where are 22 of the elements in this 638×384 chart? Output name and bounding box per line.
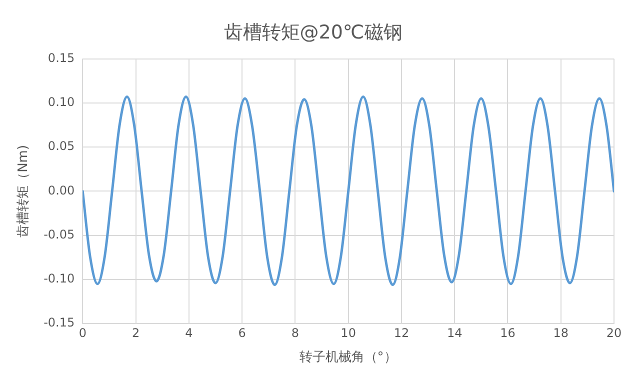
x-tick-label: 2 <box>132 326 140 340</box>
line-series <box>82 96 614 286</box>
x-tick-label: 14 <box>446 326 462 340</box>
y-axis-title: 齿槽转矩（Nm) <box>16 144 32 238</box>
x-tick-label: 20 <box>606 326 622 340</box>
x-tick-label: 0 <box>78 326 86 340</box>
y-tick-label: -0.10 <box>44 272 75 286</box>
y-tick-label: 0.00 <box>48 183 75 198</box>
x-tick-label: 6 <box>238 326 246 340</box>
chart-title: 齿槽转矩@20℃磁钢 <box>224 21 402 44</box>
x-tick-label: 18 <box>553 326 569 340</box>
x-tick-label: 4 <box>185 326 193 340</box>
y-tick-label: 0.15 <box>48 50 75 65</box>
y-tick-label: -0.15 <box>44 316 75 330</box>
x-tick-label: 16 <box>500 326 516 340</box>
x-axis-title: 转子机械角（°） <box>298 349 398 366</box>
y-tick-label: 0.10 <box>48 95 75 110</box>
x-tick-label: 8 <box>291 326 300 340</box>
y-tick-label: 0.05 <box>48 139 75 154</box>
y-tick-label: -0.05 <box>44 227 75 242</box>
x-tick-label: 10 <box>340 326 356 340</box>
x-tick-label: 12 <box>394 326 410 340</box>
